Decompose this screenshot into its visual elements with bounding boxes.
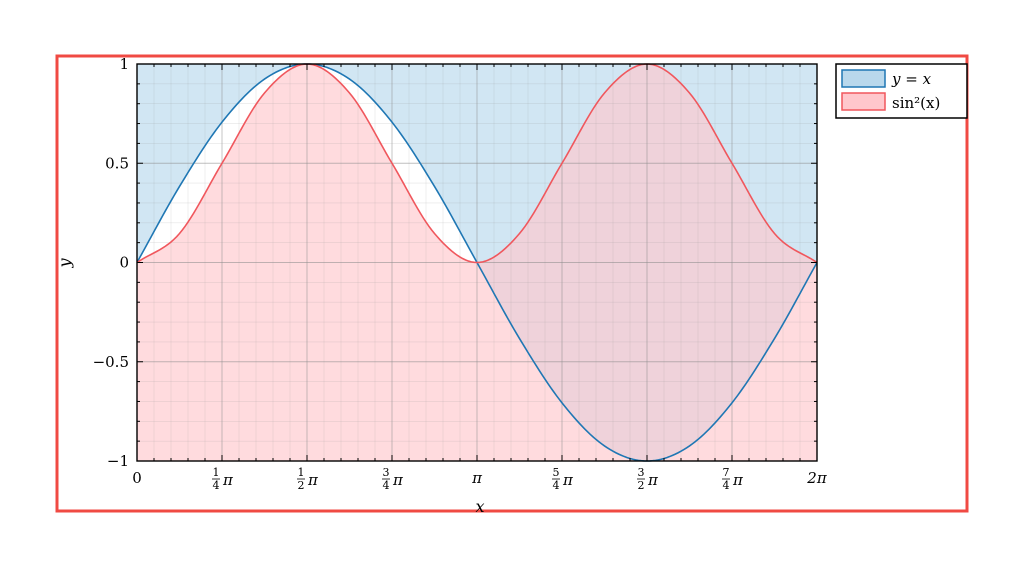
data-point-s1-2 <box>221 162 223 164</box>
legend-swatch-sin2x <box>841 92 886 111</box>
x-tick-numerator: 3 <box>638 466 645 479</box>
legend-swatch-y-eq-x <box>841 69 886 88</box>
x-tick-fraction: 32 π <box>637 466 659 492</box>
x-tick-numerator: 3 <box>382 466 389 479</box>
legend: y = x sin²(x) <box>835 63 968 119</box>
legend-label-sin2x: sin²(x) <box>892 94 940 112</box>
data-point-s1-1 <box>179 233 181 235</box>
data-point-s0-7 <box>434 186 436 188</box>
data-point-s0-14 <box>731 402 733 404</box>
data-point-s1-8 <box>476 262 478 264</box>
x-tick-label: 0 <box>132 469 142 487</box>
x-axis-label: x <box>475 497 484 516</box>
data-point-s0-6 <box>391 121 393 123</box>
x-tick-fraction: 74 π <box>722 466 744 492</box>
x-tick-denominator: 4 <box>212 479 219 492</box>
y-tick-label: −0.5 <box>93 353 129 371</box>
y-tick-label: 1 <box>119 55 129 73</box>
x-tick-numerator: 7 <box>723 466 730 479</box>
data-point-s1-13 <box>689 92 691 94</box>
x-tick-pi-symbol: π <box>392 471 404 489</box>
x-tick-numerator: 1 <box>297 466 304 479</box>
x-tick-label: 2π <box>806 469 828 487</box>
data-point-s1-3 <box>264 92 266 94</box>
x-tick-pi-symbol: π <box>222 471 234 489</box>
data-point-s0-1 <box>179 186 181 188</box>
data-point-s0-2 <box>221 121 223 123</box>
x-tick-denominator: 4 <box>723 479 730 492</box>
outer-frame <box>55 54 969 513</box>
x-tick-fraction: 54 π <box>552 466 574 492</box>
y-tick-label: 0 <box>119 254 129 272</box>
data-point-s0-3 <box>264 78 266 80</box>
data-point-s0-10 <box>561 402 563 404</box>
x-tick-fraction: 14 π <box>211 466 234 492</box>
y-tick-label: 0.5 <box>105 154 129 172</box>
data-point-s0-15 <box>774 338 776 340</box>
data-point-s1-15 <box>774 233 776 235</box>
data-point-s0-9 <box>519 338 521 340</box>
x-tick-label: π <box>471 469 483 487</box>
data-point-s1-11 <box>604 92 606 94</box>
data-point-s1-6 <box>391 162 393 164</box>
data-point-s0-5 <box>349 78 351 80</box>
data-point-s1-5 <box>349 92 351 94</box>
data-point-s1-14 <box>731 162 733 164</box>
y-tick-label: −1 <box>107 452 129 470</box>
x-tick-numerator: 5 <box>553 466 560 479</box>
x-tick-denominator: 4 <box>382 479 389 492</box>
x-tick-pi-symbol: π <box>647 471 659 489</box>
data-point-s0-11 <box>604 445 606 447</box>
series-line-1 <box>136 63 818 264</box>
x-tick-pi-symbol: π <box>732 471 744 489</box>
data-point-s0-13 <box>689 445 691 447</box>
data-point-s1-9 <box>519 233 521 235</box>
x-tick-fraction: 34 π <box>381 466 404 492</box>
x-tick-pi-symbol: π <box>307 471 319 489</box>
x-tick-denominator: 4 <box>553 479 560 492</box>
data-point-s1-10 <box>561 162 563 164</box>
x-tick-denominator: 2 <box>297 479 304 492</box>
x-tick-fraction: 12 π <box>296 466 319 492</box>
y-axis-label: y <box>55 258 74 269</box>
x-tick-numerator: 1 <box>212 466 219 479</box>
x-tick-pi-symbol: π <box>562 471 574 489</box>
legend-label-y-eq-x: y = x <box>891 70 932 88</box>
x-tick-denominator: 2 <box>638 479 645 492</box>
data-point-s1-7 <box>434 233 436 235</box>
